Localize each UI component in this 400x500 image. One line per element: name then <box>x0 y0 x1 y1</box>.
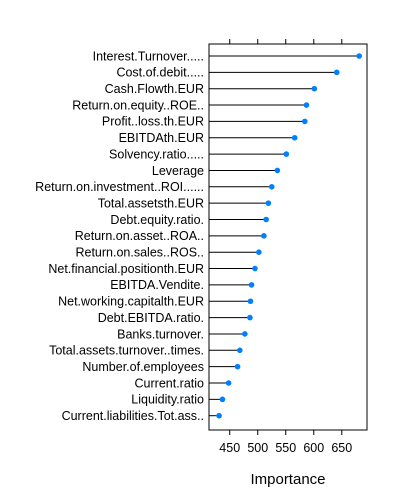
plot-frame <box>208 43 368 431</box>
dot-point <box>263 216 269 223</box>
category-label: Profit..loss.th.EUR <box>102 115 204 129</box>
category-label: Cash.Flowth.EUR <box>105 82 204 96</box>
dot-point <box>219 396 226 403</box>
dot-point <box>356 53 362 59</box>
category-label: Return.on.sales..ROS.. <box>75 246 204 260</box>
dot-point <box>291 134 298 141</box>
dot-point <box>268 184 275 190</box>
dot-point <box>274 167 281 174</box>
dot-point <box>225 380 232 386</box>
category-label: Number.of.employees <box>82 360 204 374</box>
dot-point <box>265 200 272 206</box>
dot-point <box>261 233 267 239</box>
category-label: EBITDAth.EUR <box>119 131 204 145</box>
dot-point <box>303 102 310 108</box>
category-label: EBITDA.Vendite. <box>110 278 204 292</box>
dot-point <box>234 363 241 370</box>
x-tick-label: 600 <box>303 441 324 455</box>
category-label: Net.working.capitalth.EUR <box>58 295 204 309</box>
category-label: Solvency.ratio..... <box>109 147 204 161</box>
x-tick-label: 450 <box>219 441 240 455</box>
x-tick-label: 500 <box>247 441 268 455</box>
category-label: Current.liabilities.Tot.ass.. <box>62 409 204 423</box>
category-label: Return.on.asset..ROA.. <box>75 229 204 243</box>
category-label: Total.assets.turnover..times. <box>49 344 204 358</box>
dot-point <box>302 118 308 125</box>
dot-point <box>237 347 243 354</box>
category-label: Cost.of.debit..... <box>116 66 204 80</box>
category-label: Debt.EBITDA.ratio. <box>98 311 204 325</box>
category-label: Current.ratio <box>135 376 205 390</box>
category-label: Return.on.investment..ROI...... <box>35 180 204 194</box>
x-tick-label: 650 <box>331 441 352 455</box>
category-label: Debt.equity.ratio. <box>110 213 204 227</box>
dot-point <box>256 249 262 255</box>
dot-point <box>216 412 222 419</box>
category-label: Return.on.equity..ROE.. <box>72 98 204 112</box>
category-label: Interest.Turnover..... <box>93 49 204 63</box>
category-label: Leverage <box>152 164 204 178</box>
x-tick-label: 550 <box>275 441 296 455</box>
dot-point <box>247 314 253 321</box>
dot-point <box>311 85 318 92</box>
plot-area: 450 500 550 600 650 Interest.Turnover..... Cos… <box>35 39 368 455</box>
x-axis-title: Importance <box>250 471 325 488</box>
category-label: Net.financial.positionth.EUR <box>48 262 204 276</box>
dot-point <box>247 298 254 305</box>
dot-point <box>248 282 255 288</box>
dot-point <box>252 265 258 272</box>
category-label: Liquidity.ratio <box>131 393 204 407</box>
dot-point <box>242 331 248 337</box>
dot-point <box>283 151 290 157</box>
category-label: Total.assetsth.EUR <box>98 196 204 210</box>
dot-point <box>333 69 340 76</box>
category-label: Banks.turnover. <box>117 327 204 341</box>
